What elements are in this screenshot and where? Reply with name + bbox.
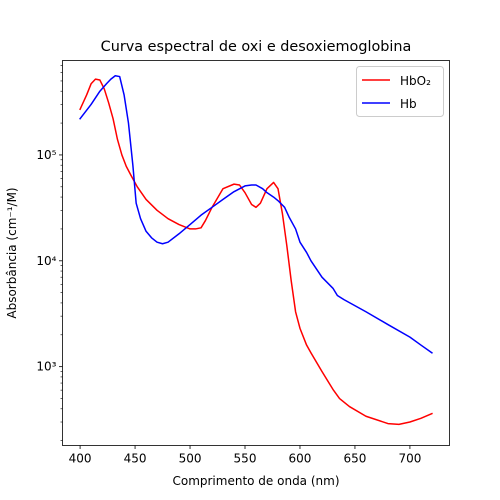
plot-area [62,60,450,446]
legend-label-hbo2: HbO₂ [400,74,431,88]
legend-frame [356,66,444,117]
series-line-hbo2 [79,78,433,426]
legend: HbO₂ Hb [356,66,444,117]
x-tick-label: 450 [124,452,147,466]
x-axis-label: Comprimento de onda (nm) [172,474,339,488]
y-axis-label: Absorbância (cm⁻¹/M) [5,187,19,318]
x-tick-label: 550 [234,452,257,466]
series-layer [79,74,433,426]
y-axis-ticks: 10³ 10⁴ 10⁵ [36,65,63,441]
y-tick-label: 10⁴ [36,254,56,268]
legend-label-hb: Hb [400,97,417,111]
x-tick-label: 700 [398,452,421,466]
chart-title: Curva espectral de oxi e desoxiemoglobin… [101,39,412,55]
series-line-hb [79,74,433,354]
y-tick-label: 10⁵ [36,148,56,162]
axes-frame [62,60,450,446]
x-axis-ticks: 400 450 500 550 600 650 700 [69,445,421,466]
x-tick-label: 600 [289,452,312,466]
x-tick-label: 400 [69,452,92,466]
x-tick-label: 650 [343,452,366,466]
x-tick-label: 500 [179,452,202,466]
y-tick-label: 10³ [36,360,56,374]
